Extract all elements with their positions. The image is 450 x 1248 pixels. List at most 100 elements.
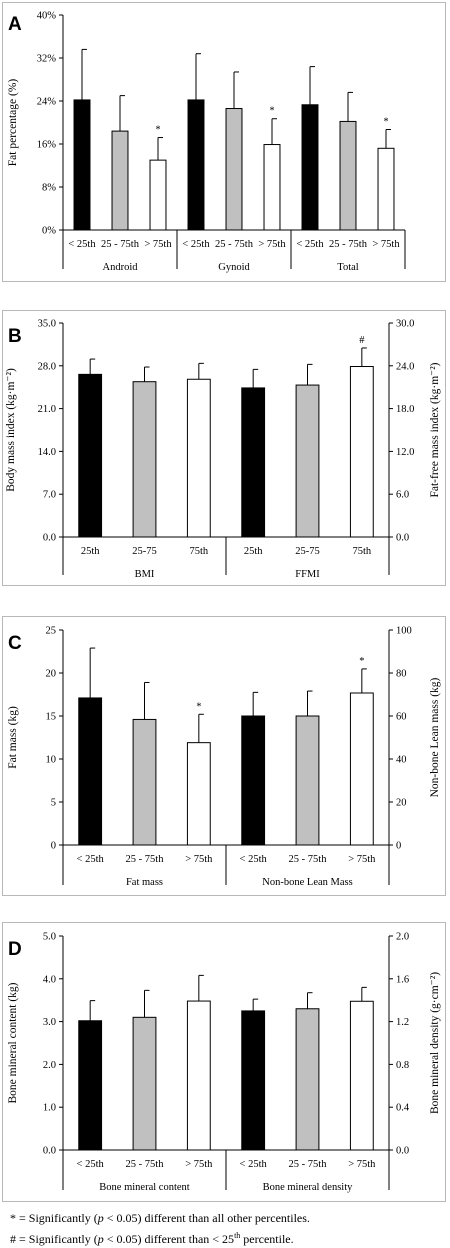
y-axis-title-left-b: Body mass index (kg·m⁻²) — [5, 368, 17, 492]
bar-a — [263, 144, 281, 231]
y-axis-title-right-b: Fat-free mass index (kg·m⁻²) — [429, 362, 441, 497]
bar-a — [111, 130, 129, 231]
bar-d — [78, 1020, 103, 1151]
group-label-a: Total — [337, 262, 359, 273]
y-axis-title-left-c: Fat mass (kg) — [7, 706, 19, 769]
x-tick-label-b: 25-75 — [295, 546, 320, 557]
y-tick-label-left-a: 16% — [37, 140, 57, 151]
y-tick-label-left-b: 21.0 — [38, 404, 56, 415]
x-tick-label-d: > 75th — [185, 1159, 213, 1170]
x-tick-label-a: > 75th — [372, 239, 400, 250]
bar-a — [187, 99, 205, 231]
footnote-hash-sup: th — [234, 1231, 241, 1240]
y-tick-label-right-b: 24.0 — [396, 361, 414, 372]
y-tick-label-right-c: 0 — [396, 841, 401, 852]
y-tick-label-right-c: 60 — [396, 712, 407, 723]
significance-marker-a: * — [269, 106, 274, 117]
footnote-star-prefix: * = Significantly ( — [10, 1211, 98, 1225]
y-tick-label-right-b: 0.0 — [396, 533, 409, 544]
group-label-d: Bone mineral density — [263, 1182, 354, 1193]
x-tick-label-c: 25 - 75th — [126, 854, 165, 865]
bar-d — [349, 1000, 374, 1151]
x-tick-label-b: 25-75 — [132, 546, 157, 557]
x-tick-label-a: < 25th — [182, 239, 210, 250]
y-tick-label-left-d: 2.0 — [43, 1060, 56, 1071]
group-label-c: Non-bone Lean Mass — [262, 877, 352, 888]
y-tick-label-left-c: 10 — [46, 755, 57, 766]
y-tick-label-right-d: 0.8 — [396, 1060, 409, 1071]
bar-a — [225, 108, 243, 231]
x-tick-label-b: 25th — [244, 546, 263, 557]
panel-label-c: C — [8, 633, 22, 654]
footnote-star-p: p — [97, 1211, 104, 1225]
y-tick-label-left-d: 0.0 — [43, 1146, 56, 1157]
significance-marker-b: # — [359, 335, 365, 346]
panel-label-a: A — [8, 14, 22, 35]
y-tick-label-right-b: 18.0 — [396, 404, 414, 415]
footnote-hash-end: percentile. — [240, 1232, 294, 1246]
bar-b — [78, 373, 103, 538]
y-tick-label-left-b: 14.0 — [38, 447, 56, 458]
group-label-d: Bone mineral content — [99, 1182, 189, 1193]
bar-a — [149, 159, 167, 231]
y-tick-label-left-c: 25 — [46, 626, 57, 637]
bar-c — [241, 715, 266, 846]
panel-label-d: D — [8, 939, 22, 960]
x-tick-label-a: 25 - 75th — [329, 239, 368, 250]
significance-marker-c: * — [196, 701, 201, 712]
y-axis-title-left-d: Bone mineral content (kg) — [7, 982, 19, 1103]
y-tick-label-right-c: 100 — [396, 626, 412, 637]
x-tick-label-a: < 25th — [68, 239, 96, 250]
y-axis-title-right-d: Bone mineral density (g·cm⁻²) — [429, 972, 441, 1114]
bar-d — [241, 1010, 266, 1151]
y-tick-label-right-b: 12.0 — [396, 447, 414, 458]
x-tick-label-d: 25 - 75th — [289, 1159, 328, 1170]
bar-a — [301, 104, 319, 231]
y-tick-label-left-d: 3.0 — [43, 1017, 56, 1028]
footnote-star-suffix: < 0.05) different than all other percent… — [103, 1211, 310, 1225]
x-tick-label-d: < 25th — [240, 1159, 268, 1170]
panel-label-b: B — [8, 326, 22, 347]
bar-b — [186, 378, 211, 538]
y-tick-label-left-c: 15 — [46, 712, 57, 723]
y-tick-label-left-a: 40% — [37, 11, 57, 22]
y-tick-label-left-a: 0% — [42, 226, 56, 237]
bar-c — [186, 742, 211, 846]
x-tick-label-a: > 75th — [258, 239, 286, 250]
x-tick-label-b: 75th — [352, 546, 371, 557]
y-axis-title-right-c: Non-bone Lean mass (kg) — [429, 677, 441, 797]
bar-b — [132, 381, 157, 538]
x-tick-label-d: < 25th — [77, 1159, 105, 1170]
y-tick-label-left-b: 28.0 — [38, 361, 56, 372]
group-label-a: Gynoid — [218, 262, 250, 273]
bar-a — [377, 147, 395, 231]
y-tick-label-left-b: 35.0 — [38, 319, 56, 330]
bar-c — [295, 715, 320, 846]
y-tick-label-left-b: 7.0 — [43, 490, 56, 501]
y-tick-label-left-a: 24% — [37, 97, 57, 108]
x-tick-label-a: 25 - 75th — [215, 239, 254, 250]
group-label-a: Android — [103, 262, 139, 273]
bar-b — [349, 366, 374, 538]
significance-marker-a: * — [155, 125, 160, 136]
x-tick-label-b: 75th — [189, 546, 208, 557]
y-tick-label-left-c: 20 — [46, 669, 57, 680]
x-tick-label-a: 25 - 75th — [101, 239, 140, 250]
significance-marker-a: * — [383, 116, 388, 127]
x-tick-label-c: 25 - 75th — [289, 854, 328, 865]
y-tick-label-left-b: 0.0 — [43, 533, 56, 544]
x-tick-label-c: > 75th — [185, 854, 213, 865]
y-tick-label-right-d: 0.4 — [396, 1103, 410, 1114]
y-tick-label-left-d: 5.0 — [43, 932, 56, 943]
footnote-hash: # = Significantly (p < 0.05) different t… — [10, 1227, 294, 1248]
bar-b — [241, 387, 266, 538]
bar-d — [132, 1016, 157, 1151]
footnote-hash-suffix: < 0.05) different than < 25 — [103, 1232, 235, 1246]
bar-c — [349, 692, 374, 846]
x-tick-label-d: 25 - 75th — [126, 1159, 165, 1170]
y-tick-label-left-c: 5 — [51, 798, 56, 809]
x-tick-label-c: < 25th — [77, 854, 105, 865]
x-tick-label-c: < 25th — [240, 854, 268, 865]
x-tick-label-b: 25th — [81, 546, 100, 557]
